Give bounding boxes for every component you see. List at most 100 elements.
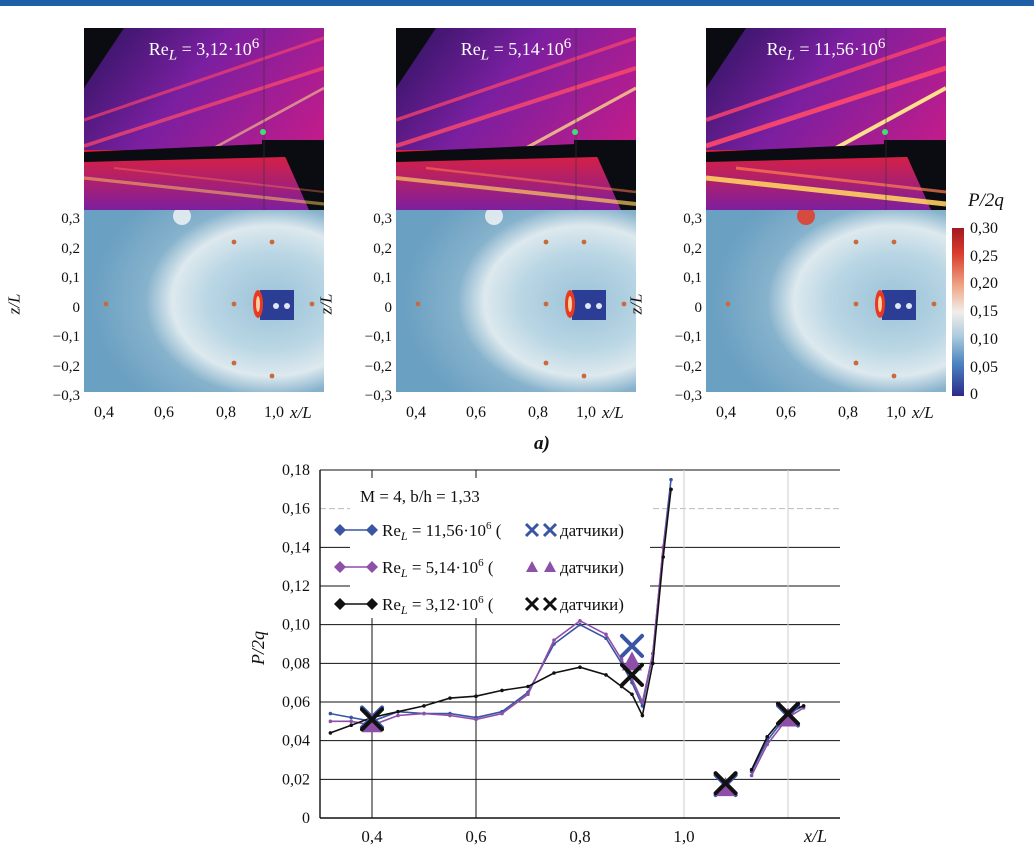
y-tick-label: −0,1 [364,329,392,345]
colorbar-tick-label: 0 [970,386,978,404]
reynolds-label: ReL = 11,56·106 [706,36,946,65]
legend-sensor-marker [524,522,558,538]
y-axis-label: z/L [4,293,24,315]
x-tick-label: 0,6 [465,827,486,846]
colorbar-tick-label: 0,15 [970,303,998,321]
legend-sensor-marker [524,596,558,612]
x-tick-label: 1,0 [576,404,596,421]
colorbar-tick-label: 0,10 [970,330,998,348]
reynolds-label: ReL = 3,12·106 [84,36,324,65]
x-tick-label: 0,6 [776,404,796,421]
re-prefix: Re [460,39,481,59]
y-tick-label: 0,16 [282,501,310,518]
data-point [474,717,478,722]
y-tick-label: 0,18 [282,462,310,479]
legend-diamond [334,524,346,536]
x-tick-label: 0,8 [838,404,858,421]
data-point [474,694,478,698]
data-point [448,713,452,718]
x-tick-label: 1,0 [264,404,284,421]
y-tick-label: −0,3 [674,388,702,404]
experiment-panel-2: ReL = 5,14·106 [396,28,636,392]
x-tick-label: 0,4 [716,404,736,421]
re-value: = 3,12·10 [177,39,252,59]
x-tick-label: 0,4 [94,404,114,421]
x-axis-label: x/L [803,826,827,846]
x-tick-label: 0,4 [361,827,383,846]
y-tick-label: −0,2 [674,358,702,375]
y-tick-label: 0,3 [373,211,392,227]
y-tick-label: −0,1 [52,329,80,345]
pressure-map [706,210,946,392]
y-tick-label: 0,1 [373,270,392,286]
data-point [500,688,504,693]
legend-sensor-marker [526,561,538,572]
data-point [349,723,353,727]
figure-caption: a) [534,433,550,454]
sensor-marker [776,701,800,726]
experiment-panel-3: ReL = 11,56·106 [706,28,946,392]
y-tick-label: 0,2 [61,240,80,257]
thermogram-image [396,28,636,210]
data-point [422,711,426,716]
y-tick-label: 0 [384,299,393,316]
y-tick-label: −0,3 [52,388,80,404]
colorbar-tick-label: 0,30 [970,220,998,237]
data-point [500,711,504,716]
data-point [749,767,754,772]
y-tick-label: 0,10 [282,617,310,634]
legend-background [350,478,650,618]
y-tick-label: 0,3 [683,211,702,227]
data-point [552,638,556,642]
legend-label: ReL = 3,12·106 ( [382,594,494,617]
reynolds-label: ReL = 5,14·106 [396,36,636,65]
legend-sensor-marker [544,561,556,572]
y-axis-label: z/L [626,293,646,315]
pressure-chart: 0 0,02 0,04 0,06 0,08 0,10 0,12 0,14 0,16 0,18 0,4… [248,462,840,846]
y-tick-label: 0,08 [282,655,310,672]
x-tick-label: 0,6 [154,404,174,421]
x-tick-label: 0,8 [528,404,548,421]
y-tick-label: 0,1 [61,270,80,286]
data-point [801,704,806,708]
chart-annotation: M = 4, b/h = 1,33 [360,487,480,506]
y-tick-label: 0 [694,299,703,316]
x-tick-label: 0,4 [406,404,426,421]
colorbar [952,228,964,396]
thermogram-image [84,28,324,210]
legend-diamond [366,561,378,573]
data-point [630,692,634,697]
sensor-marker [620,662,644,687]
data-point [396,713,400,718]
x-tick-label: 0,6 [466,404,486,421]
thermogram-image [706,28,946,210]
colorbar-title: P/2q [968,190,1004,211]
legend-diamond [334,598,346,610]
y-tick-label: −0,1 [674,329,702,345]
legend-sensor-label: датчики) [560,558,624,577]
y-axis-label: P/2q [248,631,268,666]
sensor-marker [713,771,738,796]
data-point [640,713,645,718]
y-tick-label: −0,2 [364,358,392,375]
data-point [604,673,608,677]
data-point [661,555,665,559]
data-point [765,735,769,739]
x-axis-label: x/L [912,403,934,422]
y-axis-label: z/L [316,293,336,315]
x-axis-label: x/L [602,403,624,422]
pressure-map [84,210,324,392]
data-point [526,692,530,697]
re-value: = 11,56·10 [794,39,878,59]
y-tick-label: 0 [302,810,310,827]
y-tick-label: 0,14 [282,539,310,556]
data-point [749,773,754,778]
x-axis-label: x/L [290,403,312,422]
re-exp: 6 [563,36,572,52]
series-line [330,489,805,776]
data-point [578,665,582,669]
y-tick-label: 0,02 [282,771,310,788]
x-tick-label: 1,0 [886,404,906,421]
x-tick-label: 1,0 [673,827,694,846]
re-exp: 6 [251,36,260,52]
